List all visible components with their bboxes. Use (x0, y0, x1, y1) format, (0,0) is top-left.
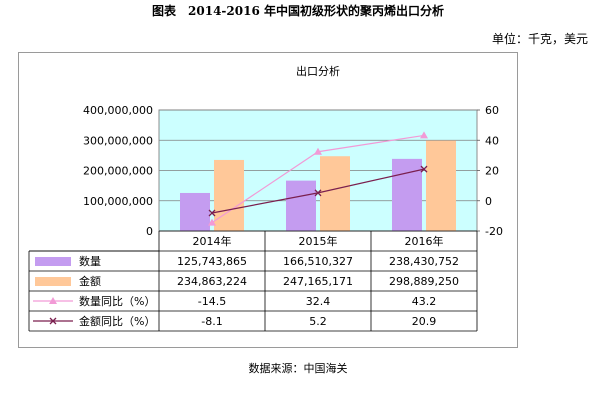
data-label: -8.1 (201, 315, 222, 328)
bar-amount (214, 159, 244, 231)
source-note: 数据来源：中国海关 (248, 362, 348, 375)
category-label: 2014年 (193, 234, 232, 248)
data-label: 32.4 (306, 295, 331, 308)
right-tick-label: -20 (485, 225, 503, 238)
marker-triangle (420, 131, 428, 139)
marker-triangle (208, 218, 216, 226)
category-label: 2015年 (299, 234, 338, 248)
figure-title: 图表 2014-2016 年中国初级形状的聚丙烯出口分析 (152, 4, 444, 18)
data-label: -14.5 (198, 295, 226, 308)
data-label: 166,510,327 (283, 255, 353, 268)
chart-frame: 出口分析 0 100,000,000 200,000,000 300,000,000 40… (18, 52, 518, 348)
left-tick-label: 0 (146, 225, 153, 238)
chart-title: 出口分析 (296, 64, 340, 78)
data-label: 20.9 (412, 315, 437, 328)
bar-quantity (392, 158, 422, 231)
data-label: 247,165,171 (283, 275, 353, 288)
marker-x (420, 165, 428, 173)
data-label: 5.2 (309, 315, 327, 328)
legend-key-marker (49, 317, 57, 325)
left-tick-label: 300,000,000 (83, 134, 153, 147)
unit-note: 单位：千克，美元 (491, 32, 588, 46)
data-label: 234,863,224 (177, 275, 247, 288)
data-label: 298,889,250 (389, 275, 459, 288)
right-tick-label: 20 (485, 165, 499, 178)
right-tick-label: 60 (485, 104, 499, 117)
marker-x (208, 209, 216, 217)
chart-svg: 出口分析 0 100,000,000 200,000,000 300,000,000 40… (28, 64, 503, 332)
marker-x (314, 189, 322, 197)
right-tick-label: 0 (485, 195, 492, 208)
legend-key-marker (49, 297, 57, 304)
category-label: 2016年 (405, 234, 444, 248)
left-tick-label: 200,000,000 (83, 165, 153, 178)
left-tick-label: 100,000,000 (83, 195, 153, 208)
bar-amount (320, 156, 350, 231)
series-name: 金额同比（%） (79, 314, 155, 328)
right-tick-label: 40 (485, 134, 499, 147)
series-name: 金额 (79, 274, 101, 288)
series-name: 数量同比（%） (79, 295, 155, 308)
data-label: 43.2 (412, 295, 437, 308)
series-name: 数量 (79, 255, 101, 268)
legend-key-bar (35, 277, 71, 286)
data-label: 238,430,752 (389, 255, 459, 268)
bar-quantity (286, 180, 316, 231)
left-tick-label: 400,000,000 (83, 104, 153, 117)
data-label: 125,743,865 (177, 255, 247, 268)
bar-amount (426, 140, 456, 231)
bar-quantity (180, 192, 210, 231)
legend-key-bar (35, 257, 71, 266)
marker-triangle (314, 147, 322, 155)
